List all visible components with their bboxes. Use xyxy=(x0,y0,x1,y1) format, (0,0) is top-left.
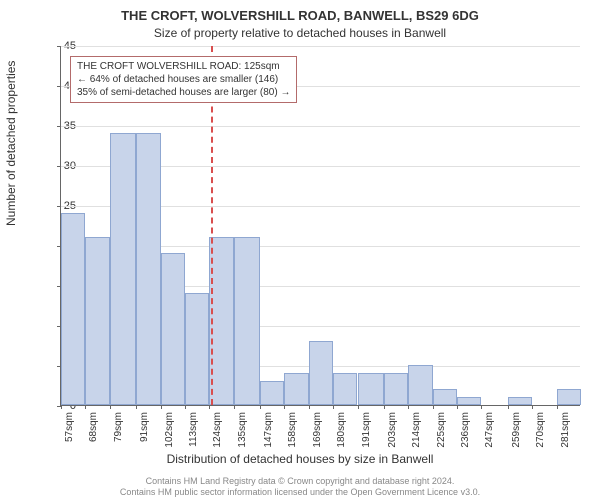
x-tick-mark xyxy=(384,405,385,409)
x-tick-label: 158sqm xyxy=(287,412,298,456)
attribution-text: Contains HM Land Registry data © Crown c… xyxy=(0,476,600,498)
attribution-line2: Contains HM public sector information li… xyxy=(0,487,600,498)
attribution-line1: Contains HM Land Registry data © Crown c… xyxy=(0,476,600,487)
y-tick-mark xyxy=(57,286,61,287)
x-tick-mark xyxy=(110,405,111,409)
histogram-bar xyxy=(557,389,581,405)
x-tick-label: 102sqm xyxy=(164,412,175,456)
histogram-bar xyxy=(309,341,333,405)
x-tick-label: 191sqm xyxy=(361,412,372,456)
x-tick-mark xyxy=(408,405,409,409)
x-tick-mark xyxy=(161,405,162,409)
x-tick-label: 270sqm xyxy=(535,412,546,456)
x-tick-label: 57sqm xyxy=(64,412,75,456)
x-tick-label: 147sqm xyxy=(263,412,274,456)
x-tick-mark xyxy=(433,405,434,409)
x-tick-label: 225sqm xyxy=(436,412,447,456)
annotation-line2: ← 64% of detached houses are smaller (14… xyxy=(77,73,290,86)
x-tick-label: 281sqm xyxy=(560,412,571,456)
histogram-bar xyxy=(85,237,109,405)
x-tick-mark xyxy=(61,405,62,409)
histogram-bar xyxy=(408,365,432,405)
histogram-bar xyxy=(185,293,209,405)
y-tick-mark xyxy=(57,126,61,127)
x-tick-label: 259sqm xyxy=(511,412,522,456)
annotation-line3: 35% of semi-detached houses are larger (… xyxy=(77,86,290,99)
x-tick-mark xyxy=(185,405,186,409)
gridline xyxy=(61,126,580,127)
histogram-bar xyxy=(161,253,185,405)
y-tick-mark xyxy=(57,46,61,47)
x-tick-mark xyxy=(260,405,261,409)
y-tick-mark xyxy=(57,166,61,167)
histogram-bar xyxy=(358,373,385,405)
x-tick-label: 180sqm xyxy=(336,412,347,456)
histogram-bar xyxy=(110,133,137,405)
x-tick-mark xyxy=(508,405,509,409)
y-tick-mark xyxy=(57,406,61,407)
x-tick-mark xyxy=(457,405,458,409)
histogram-bar xyxy=(384,373,408,405)
gridline xyxy=(61,46,580,47)
annotation-box: THE CROFT WOLVERSHILL ROAD: 125sqm ← 64%… xyxy=(70,56,297,103)
x-tick-label: 169sqm xyxy=(312,412,323,456)
x-tick-mark xyxy=(309,405,310,409)
histogram-bar xyxy=(61,213,85,405)
histogram-bar xyxy=(457,397,481,405)
x-tick-mark xyxy=(557,405,558,409)
x-tick-mark xyxy=(209,405,210,409)
y-axis-label: Number of detached properties xyxy=(4,61,18,226)
histogram-bar xyxy=(234,237,261,405)
x-axis-label: Distribution of detached houses by size … xyxy=(0,452,600,466)
y-tick-mark xyxy=(57,366,61,367)
x-tick-label: 79sqm xyxy=(113,412,124,456)
x-tick-label: 135sqm xyxy=(237,412,248,456)
histogram-bar xyxy=(260,381,284,405)
x-tick-mark xyxy=(532,405,533,409)
x-tick-label: 113sqm xyxy=(188,412,199,456)
x-tick-label: 203sqm xyxy=(387,412,398,456)
x-tick-mark xyxy=(333,405,334,409)
x-tick-label: 214sqm xyxy=(411,412,422,456)
x-tick-mark xyxy=(481,405,482,409)
x-tick-label: 124sqm xyxy=(212,412,223,456)
y-tick-mark xyxy=(57,246,61,247)
y-tick-mark xyxy=(57,326,61,327)
x-tick-mark xyxy=(358,405,359,409)
y-tick-mark xyxy=(57,86,61,87)
y-tick-mark xyxy=(57,206,61,207)
histogram-bar xyxy=(433,389,457,405)
annotation-line1: THE CROFT WOLVERSHILL ROAD: 125sqm xyxy=(77,60,290,73)
x-tick-label: 247sqm xyxy=(484,412,495,456)
histogram-bar xyxy=(136,133,160,405)
x-tick-mark xyxy=(234,405,235,409)
chart-title-main: THE CROFT, WOLVERSHILL ROAD, BANWELL, BS… xyxy=(0,8,600,23)
x-tick-label: 91sqm xyxy=(139,412,150,456)
x-tick-label: 236sqm xyxy=(460,412,471,456)
x-tick-mark xyxy=(284,405,285,409)
x-tick-label: 68sqm xyxy=(88,412,99,456)
histogram-bar xyxy=(508,397,532,405)
x-tick-mark xyxy=(85,405,86,409)
histogram-bar xyxy=(284,373,308,405)
chart-container: THE CROFT, WOLVERSHILL ROAD, BANWELL, BS… xyxy=(0,0,600,500)
histogram-bar xyxy=(333,373,357,405)
chart-title-sub: Size of property relative to detached ho… xyxy=(0,26,600,40)
x-tick-mark xyxy=(136,405,137,409)
